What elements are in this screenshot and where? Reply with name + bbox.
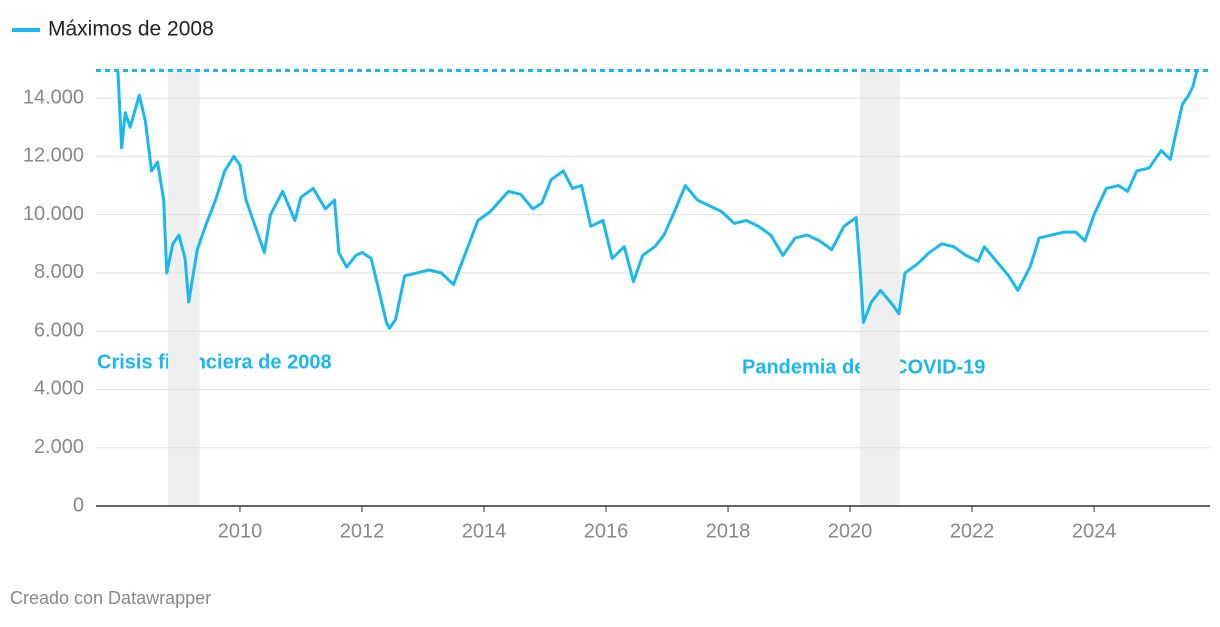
x-tick-label: 2016 [584, 520, 629, 542]
legend-label: Máximos de 2008 [48, 18, 214, 41]
y-tick-label: 2.000 [34, 436, 84, 458]
shaded-period [167, 69, 200, 506]
y-tick-label: 14.000 [23, 86, 84, 108]
x-tick-label: 2012 [340, 520, 385, 542]
y-tick-label: 8.000 [34, 261, 84, 283]
y-tick-label: 6.000 [34, 319, 84, 341]
y-tick-label: 10.000 [23, 203, 84, 225]
y-tick-label: 12.000 [23, 145, 84, 167]
data-line [116, 71, 1199, 330]
x-tick-label: 2024 [1072, 520, 1117, 542]
y-tick-label: 0 [73, 494, 84, 516]
source: Creado con Datawrapper [10, 588, 211, 608]
x-tick-label: 2014 [462, 520, 507, 542]
y-tick-label: 4.000 [34, 378, 84, 400]
x-tick-label: 2022 [950, 520, 995, 542]
x-tick-label: 2018 [706, 520, 751, 542]
annotation: Crisis financiera de 2008 [97, 351, 332, 373]
x-tick-label: 2020 [828, 520, 873, 542]
x-tick-label: 2010 [218, 520, 263, 542]
shaded-period [859, 69, 901, 506]
